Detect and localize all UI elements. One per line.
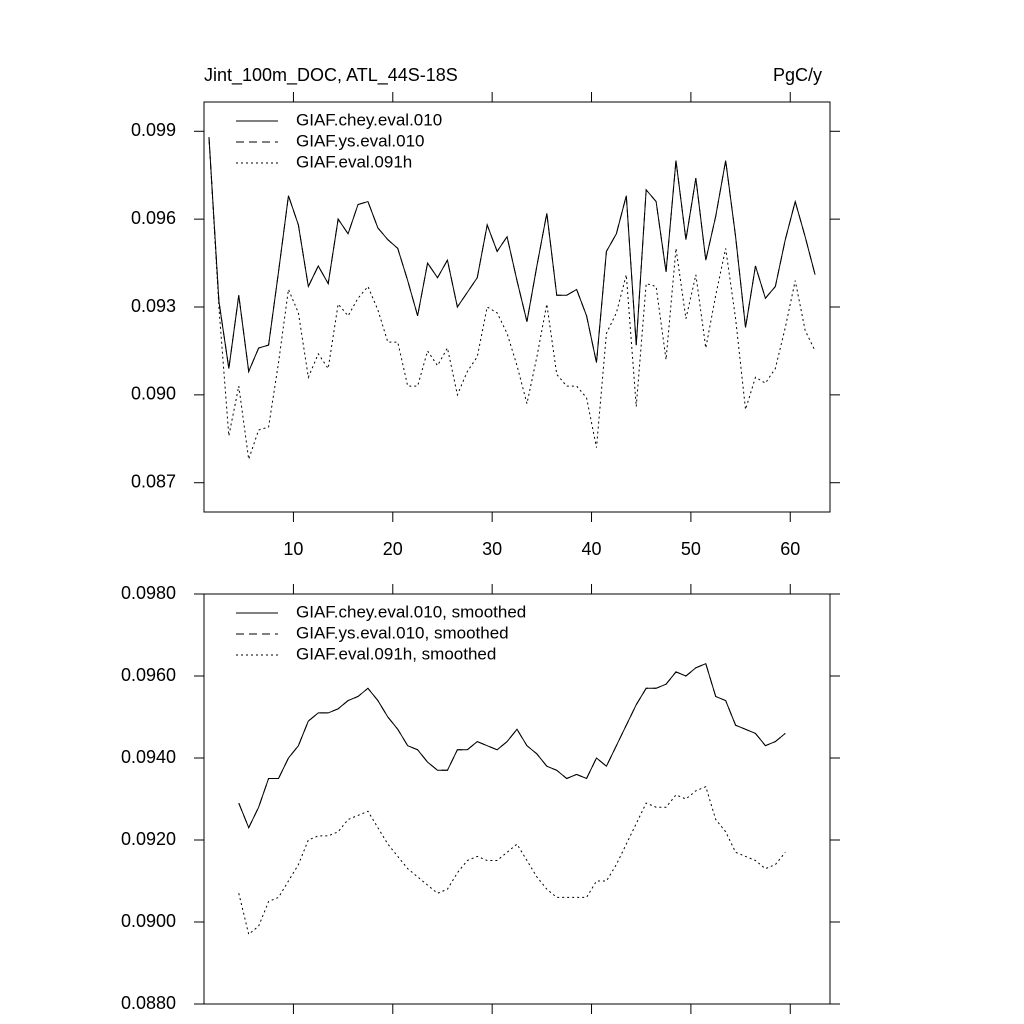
y-tick-label: 0.0880 [121, 993, 176, 1013]
series-line [238, 663, 786, 829]
y-tick-label: 0.0960 [121, 665, 176, 685]
y-tick-label: 0.090 [131, 384, 176, 404]
x-tick-label: 50 [681, 539, 701, 559]
legend-label: GIAF.ys.eval.010 [296, 131, 425, 150]
legend-label: GIAF.chey.eval.010 [296, 110, 442, 129]
y-tick-label: 0.0920 [121, 829, 176, 849]
series-line [238, 786, 786, 936]
y-tick-label: 0.096 [131, 208, 176, 228]
plot-frame [203, 593, 831, 1005]
y-tick-label: 0.093 [131, 296, 176, 316]
series-line [208, 137, 816, 374]
legend-label: GIAF.ys.eval.010, smoothed [296, 623, 509, 642]
y-tick-label: 0.087 [131, 471, 176, 491]
chart-title: Jint_100m_DOC, ATL_44S-18S [204, 65, 458, 86]
series-line [208, 137, 816, 460]
y-tick-label: 0.099 [131, 120, 176, 140]
y-tick-label: 0.0900 [121, 911, 176, 931]
legend-label: GIAF.chey.eval.010, smoothed [296, 602, 526, 621]
y-tick-label: 0.0980 [121, 583, 176, 603]
series-line [208, 137, 816, 374]
y-tick-label: 0.0940 [121, 747, 176, 767]
units-label: PgC/y [773, 65, 822, 85]
x-tick-label: 30 [482, 539, 502, 559]
x-tick-label: 60 [780, 539, 800, 559]
x-tick-label: 10 [283, 539, 303, 559]
series-line [238, 663, 786, 829]
legend-label: GIAF.eval.091h [296, 152, 412, 171]
legend-label: GIAF.eval.091h, smoothed [296, 644, 496, 663]
x-tick-label: 40 [582, 539, 602, 559]
x-tick-label: 20 [383, 539, 403, 559]
